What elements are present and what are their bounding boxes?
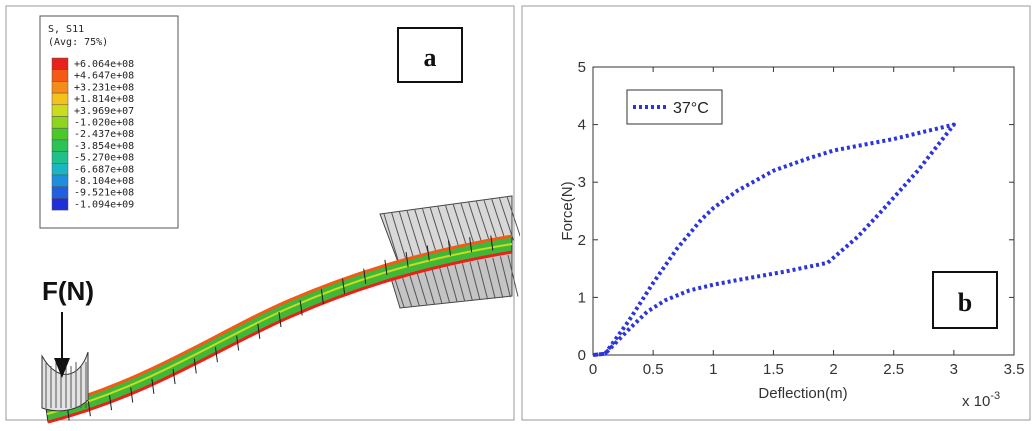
y-axis-label: Force(N): [559, 181, 576, 240]
force-annotation: F(N): [42, 276, 94, 378]
legend-value: -3.854e+08: [74, 141, 134, 152]
legend-value: +4.647e+08: [74, 71, 134, 82]
chart-legend: 37°C: [626, 89, 723, 125]
panel-a-label-box: a: [397, 27, 463, 83]
legend-value: -1.094e+09: [74, 199, 134, 210]
legend-value: -8.104e+08: [74, 176, 134, 187]
force-deflection-chart: 0 0.5 1 1.5 2 2.5 3 3.5 0 1 2 3 4 5 37°C Deflection(m…: [521, 5, 1031, 421]
legend-swatch: [51, 57, 69, 70]
legend-swatch: [51, 104, 69, 117]
x-tick-label: 2: [829, 361, 837, 378]
legend-swatch: [51, 198, 69, 211]
stress-legend: S, S11 (Avg: 75%) +6.064e+08+4.647e+08+3…: [39, 15, 179, 229]
panel-a-label: a: [424, 43, 437, 72]
x-tick-label: 2.5: [883, 361, 904, 378]
series-line-37c: [592, 122, 956, 357]
legend-value: +1.814e+08: [74, 94, 134, 105]
legend-value: -1.020e+08: [74, 118, 134, 129]
force-arrow-head: [54, 358, 70, 378]
panel-b-label-box: b: [932, 271, 998, 329]
legend-swatch: [51, 139, 69, 152]
x-tick-label: 0: [589, 361, 597, 378]
legend-swatch: [51, 151, 69, 164]
legend-title: S, S11: [48, 24, 84, 35]
x-tick-label: 1.5: [763, 361, 784, 378]
x-tick-label: 1: [709, 361, 717, 378]
legend-swatch: [51, 163, 69, 176]
legend-swatch: [51, 69, 69, 82]
legend-value: +3.969e+07: [74, 106, 134, 117]
panel-b-label: b: [958, 288, 972, 317]
legend-subtitle: (Avg: 75%): [48, 37, 108, 48]
x-tick-label: 0.5: [643, 361, 664, 378]
legend-swatch: [51, 127, 69, 141]
y-tick-label: 3: [578, 174, 586, 191]
legend-swatch: [51, 174, 69, 187]
legend-swatch: [51, 92, 69, 106]
x-axis-label: Deflection(m): [758, 385, 847, 402]
force-label: F(N): [42, 276, 94, 306]
legend-swatch: [51, 116, 69, 129]
lower-clamp-mesh: [41, 351, 89, 412]
x-multiplier: x 10-3: [962, 390, 1000, 410]
y-tick-label: 2: [578, 232, 586, 249]
legend-value: +3.231e+08: [74, 82, 134, 93]
legend-swatch: [51, 81, 69, 94]
y-tick-label: 5: [578, 59, 586, 76]
y-tick-label: 4: [578, 117, 586, 134]
x-tick-label: 3.5: [1004, 361, 1025, 378]
legend-value: -2.437e+08: [74, 129, 134, 140]
x-tick-label: 3: [950, 361, 958, 378]
panel-b-chart: 0 0.5 1 1.5 2 2.5 3 3.5 0 1 2 3 4 5 37°C Deflection(m…: [520, 0, 1035, 426]
legend-value: -5.270e+08: [74, 153, 134, 164]
legend-value: -9.521e+08: [74, 188, 134, 199]
fea-figure: S, S11 (Avg: 75%) +6.064e+08+4.647e+08+3…: [5, 5, 522, 424]
legend-swatch: [51, 186, 69, 199]
y-tick-label: 1: [578, 289, 586, 306]
legend-value: -6.687e+08: [74, 164, 134, 175]
legend-value: +6.064e+08: [74, 59, 134, 70]
panel-a-fea-model: S, S11 (Avg: 75%) +6.064e+08 +4.647e+08 +3…: [0, 0, 522, 426]
legend-label-37c: 37°C: [673, 100, 709, 117]
deformed-beam: [45, 234, 513, 424]
y-tick-label: 0: [578, 347, 586, 364]
